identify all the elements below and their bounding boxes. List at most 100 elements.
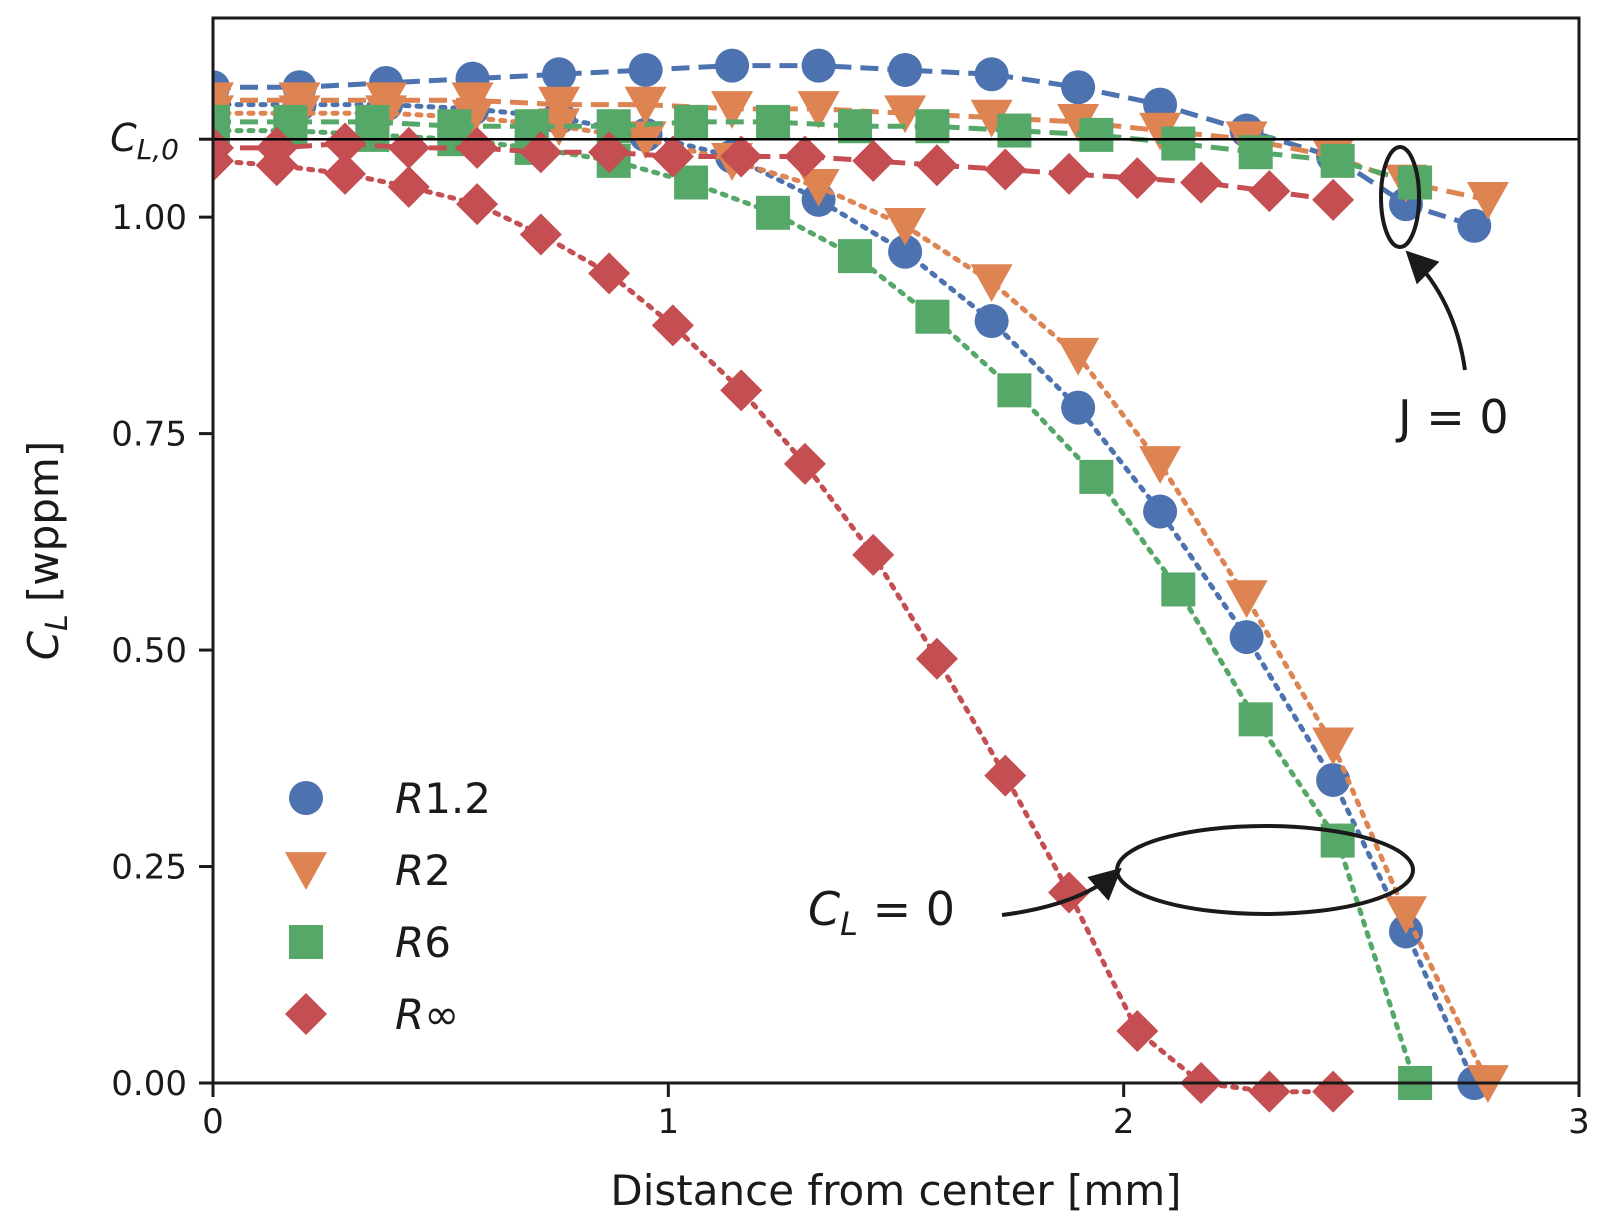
point-R1.2-bc_CL0 [888, 234, 923, 269]
x-tick-label: 3 [1568, 1102, 1590, 1142]
point-R2-bc_CL0 [1225, 580, 1268, 619]
legend-marker-R2 [285, 852, 327, 890]
point-R1.2-bc_J0 [974, 57, 1009, 92]
point-R1.2-bc_CL0 [1316, 762, 1351, 797]
legend-marker-R∞ [285, 993, 327, 1035]
legend-label-main: R [395, 846, 424, 895]
y-axis-label: CL [wppm] [19, 441, 75, 660]
point-R∞-bc_CL0 [519, 213, 562, 256]
x-tick-label: 1 [658, 1102, 680, 1142]
point-R6-bc_J0 [674, 104, 709, 139]
point-R2-bc_CL0 [797, 168, 840, 207]
cl0-label-sub: L [840, 905, 858, 943]
point-R1.2-bc_J0 [1457, 208, 1492, 243]
point-R∞-bc_J0 [1048, 152, 1091, 195]
y-axis-label-unit: [wppm] [19, 441, 68, 602]
legend-label-main: R [395, 774, 424, 823]
point-R1.2-bc_CL0 [1143, 494, 1178, 529]
point-R∞-bc_J0 [324, 122, 367, 165]
point-R1.2-bc_J0 [542, 57, 577, 92]
point-R∞-bc_J0 [387, 126, 430, 169]
point-R∞-bc_CL0 [213, 139, 234, 182]
point-R∞-bc_J0 [1116, 157, 1159, 200]
legend-item-R1.2: R1.2 [289, 774, 491, 823]
point-R1.2-bc_J0 [715, 48, 750, 83]
y-tick-label: 0.25 [111, 848, 187, 888]
point-R∞-bc_CL0 [255, 144, 298, 187]
point-R∞-bc_CL0 [783, 442, 826, 485]
point-R6-bc_CL0 [674, 165, 709, 200]
point-R∞-bc_CL0 [324, 152, 367, 195]
point-R6-bc_J0 [756, 104, 791, 139]
point-R2-bc_CL0 [1139, 446, 1182, 484]
legend-label-main: R [395, 990, 424, 1039]
point-R∞-bc_J0 [1180, 161, 1223, 204]
point-R∞-bc_J0 [984, 148, 1027, 191]
point-R2-bc_CL0 [1057, 337, 1100, 376]
cl0-label: CL = 0 [808, 882, 955, 943]
legend-marker-R6 [289, 925, 323, 959]
point-R6-bc_CL0 [756, 195, 791, 230]
point-R∞-bc_CL0 [456, 183, 499, 226]
point-R6-bc_CL0 [1079, 459, 1114, 494]
cl0-label-main: C [808, 882, 840, 936]
point-R∞-bc_J0 [651, 135, 694, 178]
legend-label-R1.2: R1.2 [395, 774, 491, 823]
legend-item-R6: R6 [289, 918, 451, 967]
point-R6-bc_J0 [997, 113, 1032, 148]
point-R1.2-bc_J0 [801, 48, 836, 83]
j0-label: J = 0 [1395, 390, 1509, 444]
point-R∞-bc_J0 [456, 126, 499, 169]
point-R1.2-bc_CL0 [1061, 390, 1096, 425]
point-R6-bc_CL0 [838, 239, 873, 274]
y-tick-label: 0.50 [111, 631, 187, 671]
point-R∞-bc_J0 [915, 144, 958, 187]
point-R∞-bc_J0 [1312, 178, 1355, 221]
point-R6-bc_J0 [838, 109, 873, 144]
point-R∞-bc_CL0 [387, 165, 430, 208]
x-axis-label: Distance from center [mm] [610, 1166, 1181, 1215]
point-R1.2-bc_CL0 [1229, 620, 1264, 655]
point-R6-bc_J0 [1161, 126, 1196, 161]
point-R2-bc_J0 [1057, 104, 1100, 142]
point-R2-bc_J0 [797, 91, 840, 129]
legend-label-rest: 6 [424, 918, 451, 967]
point-R∞-bc_CL0 [588, 252, 631, 295]
legend-item-R∞: R∞ [285, 990, 459, 1039]
point-R2-bc_J0 [711, 91, 754, 129]
x-tick-label: 0 [202, 1102, 224, 1142]
y-tick-label: 0.00 [111, 1064, 187, 1104]
line-R6-bc_J0 [213, 119, 1416, 185]
line-R1.2-bc_J0 [213, 63, 1476, 229]
point-R2-bc_CL0 [1384, 896, 1427, 935]
line-R6-bc_CL0 [213, 128, 1418, 1086]
series-R∞ [213, 122, 1355, 1113]
point-R∞-bc_CL0 [720, 369, 763, 412]
legend-label-main: R [395, 918, 424, 967]
point-R∞-bc_CL0 [852, 533, 895, 576]
point-R∞-bc_CL0 [984, 754, 1027, 797]
reference-label-main: C [110, 116, 137, 160]
point-R2-bc_J0 [970, 99, 1013, 138]
point-R∞-bc_J0 [852, 139, 895, 182]
point-R6-bc_CL0 [1161, 572, 1196, 607]
legend-label-R6: R6 [395, 918, 451, 967]
point-R6-bc_J0 [1079, 117, 1114, 152]
j0-ellipse [1379, 145, 1421, 249]
point-R∞-bc_J0 [783, 135, 826, 178]
point-R6-bc_CL0 [915, 299, 950, 334]
y-tick-label: 1.00 [111, 198, 187, 238]
point-R2-bc_CL0 [451, 99, 494, 138]
point-R6-bc_CL0 [997, 373, 1032, 408]
annotations: J = 0 CL = 0 [808, 145, 1509, 943]
point-R∞-bc_CL0 [915, 637, 958, 680]
series-layer [213, 48, 1509, 1113]
line-R2-bc_CL0 [213, 110, 1491, 1086]
legend-label-R∞: R∞ [395, 990, 459, 1039]
legend-marker-R1.2 [289, 781, 323, 815]
x-tick-label: 2 [1113, 1102, 1135, 1142]
y-tick-label: 0.75 [111, 415, 187, 455]
legend-label-rest: 1.2 [424, 774, 491, 823]
y-axis-label-sub: L [40, 614, 75, 631]
